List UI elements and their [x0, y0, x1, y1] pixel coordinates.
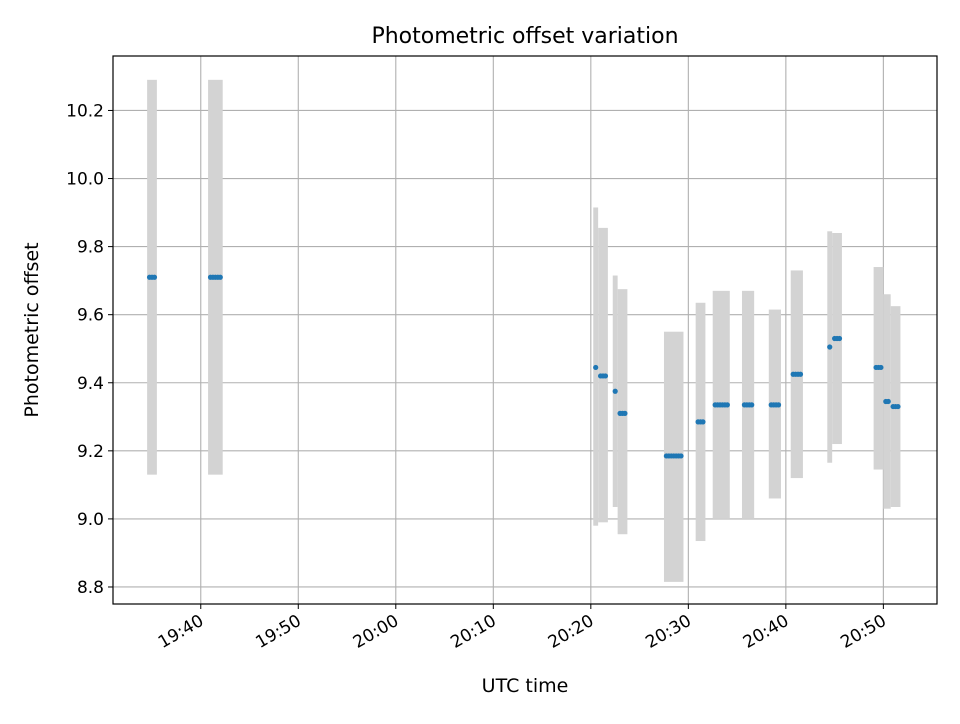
y-tick-label: 9.2 — [77, 442, 104, 462]
data-point — [678, 453, 684, 459]
plot-frame — [112, 55, 938, 605]
data-point — [827, 344, 833, 350]
y-tick-label: 9.6 — [77, 306, 104, 326]
data-point — [602, 373, 609, 379]
data-point — [836, 335, 843, 342]
data-point — [151, 274, 158, 280]
data-point — [797, 371, 804, 377]
y-tick-label: 10.2 — [66, 101, 104, 121]
data-point — [217, 274, 223, 280]
data-point — [885, 398, 891, 405]
y-tick-label: 10.0 — [66, 170, 104, 190]
data-points — [146, 274, 901, 459]
data-point — [775, 402, 782, 408]
data-point — [749, 402, 755, 408]
y-tick-label: 8.8 — [77, 578, 104, 598]
data-point — [612, 388, 618, 394]
y-tick-label: 9.4 — [77, 374, 104, 394]
data-point — [700, 419, 706, 425]
x-axis-label: UTC time — [482, 675, 569, 697]
data-point — [895, 403, 901, 410]
data-point — [878, 364, 884, 371]
y-tick-label: 9.0 — [77, 510, 104, 530]
data-point — [622, 410, 628, 416]
chart-title: Photometric offset variation — [371, 24, 678, 49]
y-tick-label: 9.8 — [77, 238, 104, 258]
data-point — [724, 402, 730, 408]
y-axis-ticks: 8.8 9.0 9.2 9.4 9.6 9.8 10.0 10.2 — [66, 101, 113, 598]
y-axis-label: Photometric offset — [21, 242, 43, 417]
data-point — [593, 364, 599, 371]
